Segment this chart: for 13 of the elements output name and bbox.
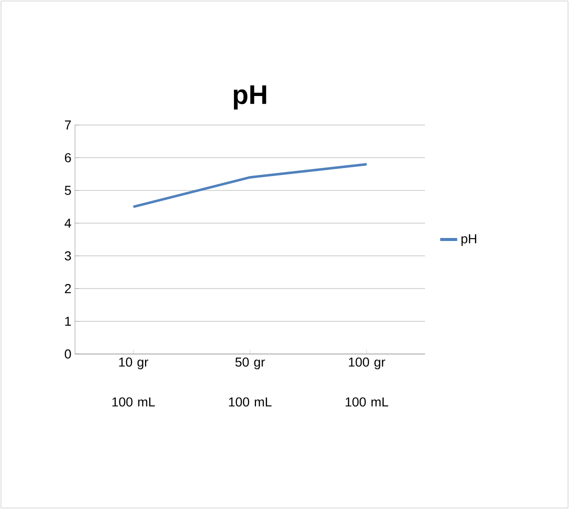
category-label: 100 gr 100 mL <box>346 358 388 407</box>
y-tick-label: 4 <box>64 218 72 228</box>
legend-label: pH <box>462 234 476 246</box>
y-tick-label: 5 <box>64 186 71 195</box>
y-tick-label: 1 <box>65 316 71 326</box>
y-tick-label: 6 <box>64 153 71 162</box>
category-label: 50 gr 100 mL <box>229 358 272 407</box>
category-label: 10 gr 100 mL <box>112 358 155 407</box>
chart-title: pH <box>234 85 266 110</box>
y-tick-label: 3 <box>64 251 71 260</box>
y-tick-label: 0 <box>64 349 71 359</box>
y-tick-label: 2 <box>64 284 71 294</box>
y-tick-label: 7 <box>64 120 71 130</box>
